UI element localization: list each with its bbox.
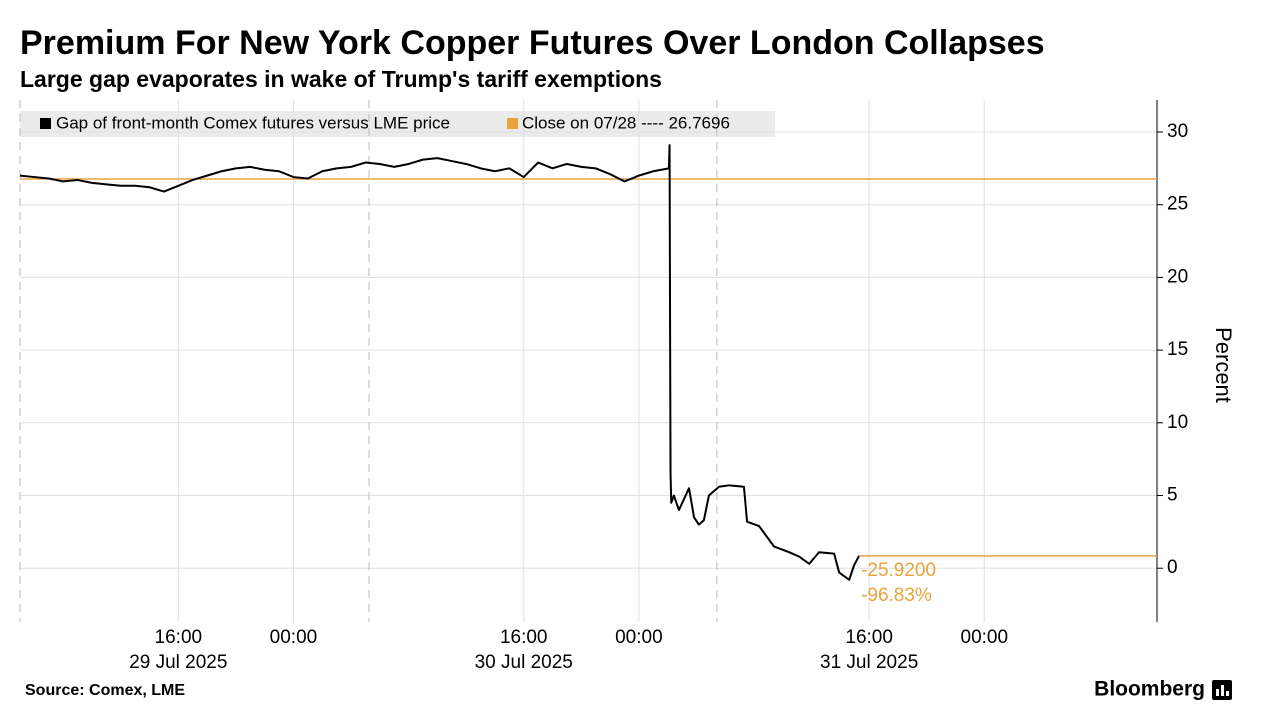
source: Source: Comex, LME (25, 682, 185, 699)
y-tick-label: 20 (1167, 266, 1188, 287)
y-axis-label: Percent (1211, 327, 1236, 403)
legend-label: Close on 07/28 ---- 26.7696 (522, 113, 730, 132)
brand-icon-bar (1226, 691, 1229, 696)
x-tick-label: 16:00 (500, 627, 548, 648)
legend-box (20, 111, 775, 137)
chart-subtitle: Large gap evaporates in wake of Trump's … (20, 66, 662, 92)
series-line (19, 144, 860, 581)
y-tick-label: 15 (1167, 339, 1188, 360)
x-tick-label: 16:00 (155, 627, 203, 648)
y-tick-label: 0 (1167, 557, 1178, 578)
y-tick-label: 30 (1167, 121, 1188, 142)
x-date-label: 30 Jul 2025 (475, 652, 573, 673)
x-tick-label: 00:00 (961, 627, 1009, 648)
brand-icon-bar (1221, 685, 1224, 696)
chart-title: Premium For New York Copper Futures Over… (20, 24, 1045, 62)
x-tick-label: 16:00 (845, 627, 893, 648)
legend-marker (40, 118, 51, 129)
legend-marker (507, 118, 518, 129)
legend-label: Gap of front-month Comex futures versus … (56, 113, 450, 132)
last-change-pct: -96.83% (861, 585, 932, 606)
x-tick-label: 00:00 (615, 627, 663, 648)
y-tick-label: 5 (1167, 485, 1178, 506)
x-tick-label: 00:00 (270, 627, 318, 648)
brand: Bloomberg (1094, 678, 1205, 701)
y-tick-label: 10 (1167, 412, 1188, 433)
brand-icon-bar (1216, 689, 1219, 696)
x-date-label: 31 Jul 2025 (820, 652, 918, 673)
x-date-label: 29 Jul 2025 (129, 652, 227, 673)
last-change: -25.9200 (861, 560, 936, 581)
y-tick-label: 25 (1167, 194, 1188, 215)
